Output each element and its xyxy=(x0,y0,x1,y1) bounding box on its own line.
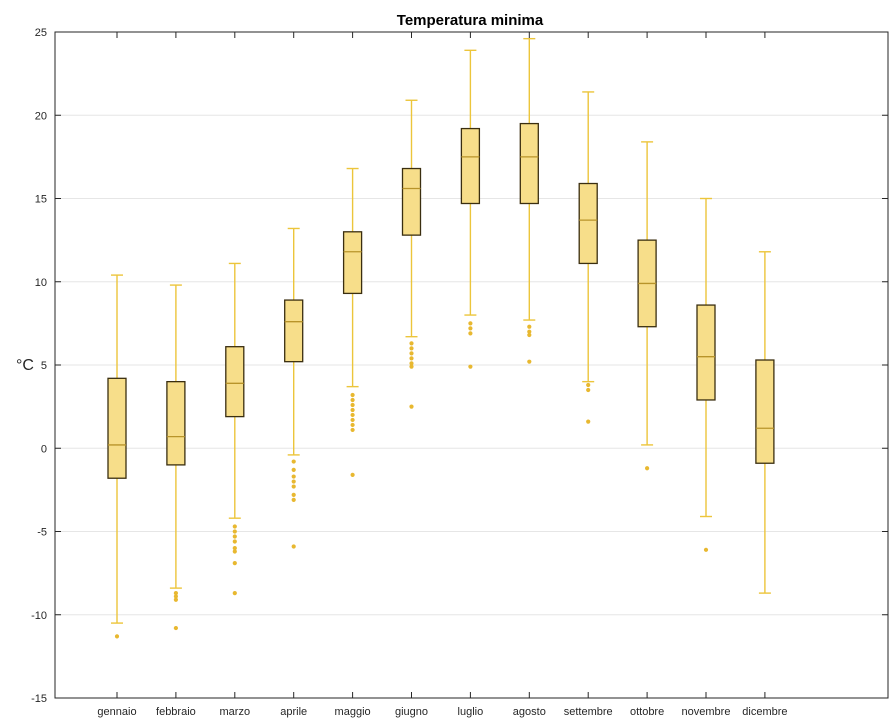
box-iqr xyxy=(107,377,127,479)
outlier-point xyxy=(468,331,473,336)
x-tick-label: dicembre xyxy=(742,706,787,718)
outlier-point xyxy=(409,351,414,356)
axes: -15 -10 -5 0 5 10 15 20 25 gennaio febbraio marzo ap… xyxy=(31,27,889,718)
box-settembre xyxy=(578,91,598,424)
outlier-point xyxy=(291,497,296,502)
box-maggio xyxy=(342,167,363,477)
y-axis-label: °C xyxy=(16,357,34,374)
outlier-point xyxy=(468,326,473,331)
box-marzo xyxy=(225,262,245,596)
outlier-point xyxy=(468,364,473,369)
y-tick-label: 15 xyxy=(35,194,47,206)
outlier-point xyxy=(173,591,178,596)
outlier-point xyxy=(527,332,532,338)
outlier-point xyxy=(468,321,473,326)
box-gennaio xyxy=(107,274,127,639)
y-tick-label: -5 xyxy=(37,527,47,539)
y-tick-label: -10 xyxy=(31,610,47,622)
outlier-point xyxy=(409,361,414,366)
x-tick-label: novembre xyxy=(682,706,731,718)
box-iqr xyxy=(578,182,598,265)
outlier-point xyxy=(291,479,296,484)
outlier-point xyxy=(586,382,591,388)
outlier-point xyxy=(350,402,355,408)
box-novembre xyxy=(696,197,716,552)
box-iqr xyxy=(755,359,775,464)
box-ottobre xyxy=(637,141,657,471)
x-tick-label: marzo xyxy=(220,706,251,718)
outlier-point xyxy=(232,561,237,566)
outlier-point xyxy=(409,346,414,351)
box-iqr xyxy=(166,380,186,466)
box-iqr xyxy=(401,167,422,236)
outlier-point xyxy=(291,492,296,497)
x-tick-label: luglio xyxy=(458,706,484,718)
outlier-point xyxy=(409,404,414,409)
box-iqr xyxy=(284,299,304,363)
outlier-point xyxy=(645,466,650,471)
x-tick-label: aprile xyxy=(280,706,307,718)
outlier-point xyxy=(232,539,237,544)
y-tick-label: 5 xyxy=(41,360,47,372)
outlier-point xyxy=(232,524,237,529)
outlier-point xyxy=(409,356,414,361)
x-tick-label: giugno xyxy=(395,706,428,718)
box-aprile xyxy=(284,227,304,549)
x-tick-label: agosto xyxy=(513,706,546,718)
y-tick-label: -15 xyxy=(31,693,47,705)
outlier-point xyxy=(350,417,355,423)
chart-title: Temperatura minima xyxy=(397,12,544,29)
outlier-point xyxy=(291,459,296,464)
x-tick-label: gennaio xyxy=(97,706,136,718)
outlier-point xyxy=(350,397,355,403)
box-agosto xyxy=(519,37,539,364)
y-tick-label: 10 xyxy=(35,277,47,289)
y-tick-label: 20 xyxy=(35,110,47,122)
outlier-point xyxy=(350,412,355,418)
outlier-point xyxy=(586,419,591,424)
outlier-point xyxy=(173,597,178,602)
box-febbraio xyxy=(166,284,186,631)
box-iqr xyxy=(342,231,363,295)
box-iqr xyxy=(519,122,539,205)
outlier-point xyxy=(173,594,178,599)
outlier-point xyxy=(114,634,120,639)
box-iqr xyxy=(696,304,716,401)
outlier-point xyxy=(527,324,532,329)
x-tick-label: febbraio xyxy=(156,706,196,718)
outlier-point xyxy=(527,359,532,364)
boxes-layer xyxy=(107,37,775,639)
outlier-point xyxy=(409,364,414,369)
outlier-point xyxy=(350,472,355,477)
y-tick-label: 0 xyxy=(41,443,47,455)
outlier-point xyxy=(291,474,296,479)
outlier-point xyxy=(291,544,296,549)
outlier-point xyxy=(527,329,532,334)
outlier-point xyxy=(350,427,355,433)
outlier-point xyxy=(232,529,237,534)
outlier-point xyxy=(409,341,414,346)
outlier-point xyxy=(232,546,237,551)
y-tick-label: 25 xyxy=(35,27,47,39)
outlier-point xyxy=(586,387,591,393)
outlier-point xyxy=(703,547,709,552)
outlier-point xyxy=(350,422,355,428)
outlier-point xyxy=(291,467,296,472)
x-tick-label: maggio xyxy=(335,706,371,718)
outlier-point xyxy=(173,625,178,631)
box-luglio xyxy=(460,49,481,369)
outlier-point xyxy=(232,591,237,596)
box-iqr xyxy=(225,346,245,418)
outlier-point xyxy=(232,534,237,539)
box-giugno xyxy=(401,99,422,409)
outlier-point xyxy=(232,549,237,554)
outlier-point xyxy=(291,484,296,489)
box-dicembre xyxy=(755,251,775,594)
x-tick-label: settembre xyxy=(564,706,613,718)
outlier-point xyxy=(350,407,355,413)
outlier-point xyxy=(350,392,355,398)
box-iqr xyxy=(460,127,481,205)
x-tick-label: ottobre xyxy=(630,706,664,718)
